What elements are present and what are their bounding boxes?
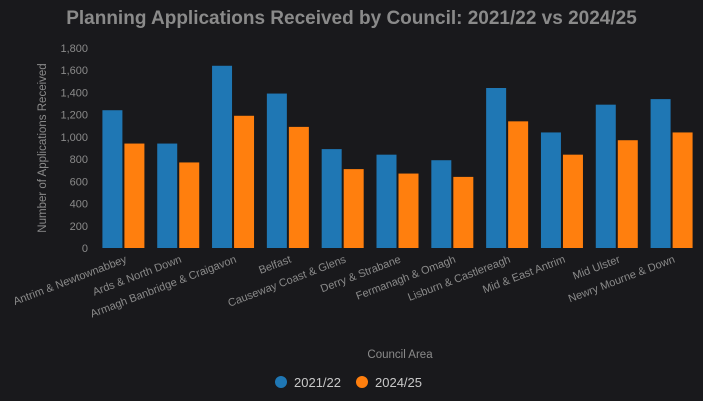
bar-2024-25-6 [453,176,474,248]
bar-2024-25-1 [179,162,200,248]
bar-2024-25-2 [234,115,255,249]
legend: 2021/22 2024/25 [275,375,422,390]
bar-2021-22-7 [486,88,507,248]
bar-2024-25-5 [398,173,419,248]
y-tick-label: 1,400 [60,87,88,99]
bar-2024-25-10 [672,132,693,248]
y-tick-label: 1,800 [60,43,88,55]
y-tick-label: 800 [70,154,88,166]
y-tick-label: 600 [70,176,88,188]
bar-2021-22-4 [321,149,342,248]
y-tick-label: 1,000 [60,132,88,144]
bar-2021-22-3 [266,93,287,248]
y-tick-label: 1,600 [60,65,88,77]
bar-2024-25-7 [508,121,529,248]
bar-2021-22-1 [157,143,178,248]
bar-2024-25-3 [288,126,309,248]
bar-2021-22-9 [595,104,616,249]
y-tick-label: 200 [70,221,88,233]
legend-marker-2021-22 [275,376,287,388]
y-tick-label: 400 [70,199,88,211]
bar-2021-22-2 [212,65,233,249]
legend-label: 2024/25 [375,375,422,390]
bar-2024-25-0 [124,143,145,248]
x-axis-label: Council Area [367,349,433,361]
bar-2024-25-4 [343,169,364,248]
bar-2024-25-8 [562,154,583,248]
bar-2021-22-6 [431,160,452,248]
bar-2024-25-9 [617,140,638,248]
y-axis: 0 200 400 600 800 1,000 1,200 1,400 1,600 1,800 [60,43,88,255]
chart-title: Planning Applications Received by Counci… [66,8,637,29]
legend-marker-2024-25 [356,376,368,388]
y-tick-label: 0 [82,243,88,255]
bar-2021-22-8 [540,132,561,248]
legend-label: 2021/22 [294,375,341,390]
bar-2021-22-0 [102,110,123,248]
bars-group [102,65,693,249]
y-axis-label: Number of Applications Received [37,63,49,232]
bar-2021-22-5 [376,154,397,248]
y-tick-label: 1,200 [60,110,88,122]
bar-2021-22-10 [650,99,671,248]
x-tick-label: Belfast [257,254,293,277]
